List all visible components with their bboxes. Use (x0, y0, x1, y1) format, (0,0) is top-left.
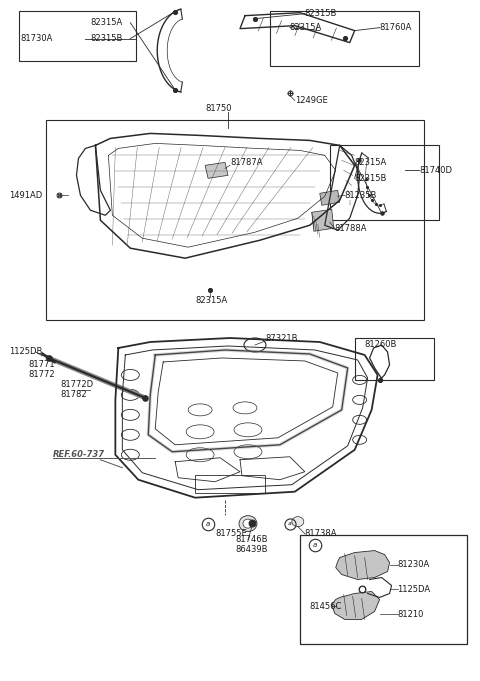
Polygon shape (312, 209, 334, 232)
Text: 1491AD: 1491AD (9, 191, 42, 200)
Text: 81788A: 81788A (335, 224, 367, 233)
Text: 81740D: 81740D (420, 166, 453, 175)
Ellipse shape (292, 517, 304, 526)
Text: 81787A: 81787A (230, 158, 263, 167)
Text: 81782: 81782 (60, 390, 87, 399)
Text: 82315B: 82315B (355, 174, 387, 183)
Text: 82315A: 82315A (90, 18, 123, 27)
Text: 81230A: 81230A (397, 560, 430, 569)
Polygon shape (320, 190, 340, 205)
Text: 81760A: 81760A (380, 23, 412, 32)
Text: 1249GE: 1249GE (295, 97, 327, 106)
Text: 81755E: 81755E (215, 529, 247, 538)
Text: 82315B: 82315B (90, 34, 123, 43)
Text: 82315A: 82315A (290, 23, 322, 32)
Text: 81738A: 81738A (305, 529, 337, 538)
Ellipse shape (239, 516, 257, 532)
Text: 81772: 81772 (29, 370, 55, 379)
Bar (270, 11, 420, 65)
Bar (355, 338, 434, 380)
Text: 87321B: 87321B (265, 334, 298, 343)
Text: 1125DB: 1125DB (9, 347, 42, 356)
Bar (300, 535, 468, 644)
Text: 81746B: 81746B (235, 535, 267, 544)
Bar (19, 11, 136, 61)
Text: a: a (288, 521, 292, 526)
Text: 82315A: 82315A (195, 296, 228, 304)
Text: a: a (312, 541, 317, 548)
Text: 81730A: 81730A (21, 34, 53, 43)
Text: a: a (206, 521, 210, 526)
Bar (46, 121, 424, 320)
Polygon shape (205, 162, 228, 178)
Bar (330, 146, 439, 220)
Polygon shape (336, 550, 390, 580)
Bar (195, 475, 265, 492)
Text: 82315A: 82315A (355, 158, 387, 167)
Text: 1125DA: 1125DA (397, 585, 431, 594)
Text: 81750: 81750 (205, 104, 232, 113)
Text: 81210: 81210 (397, 610, 424, 619)
Text: 81260B: 81260B (365, 340, 397, 349)
Text: 82315B: 82315B (305, 9, 337, 18)
Text: 81771: 81771 (29, 360, 55, 370)
Text: 81456C: 81456C (310, 602, 342, 611)
Text: 81235B: 81235B (345, 191, 377, 200)
Text: 81772D: 81772D (60, 381, 94, 390)
Ellipse shape (243, 519, 253, 528)
Polygon shape (332, 592, 380, 620)
Text: 86439B: 86439B (235, 545, 267, 554)
Text: REF.60-737: REF.60-737 (52, 450, 105, 459)
